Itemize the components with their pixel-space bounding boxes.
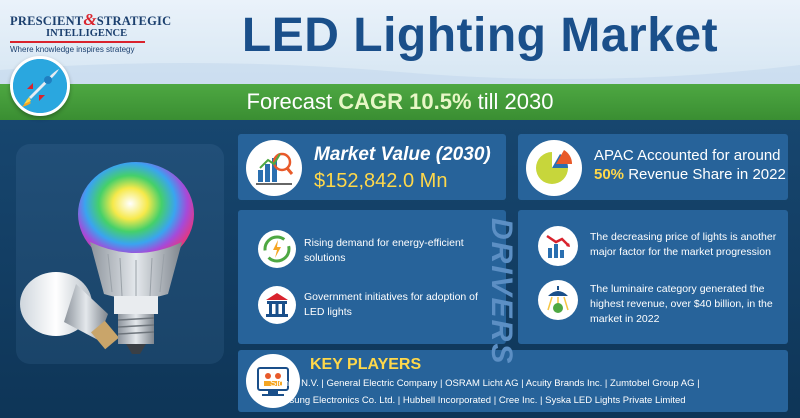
apac-share-card: APAC Accounted for around 50% Revenue Sh… — [518, 134, 788, 200]
market-value-label: Market Value (2030) — [314, 144, 491, 165]
brand-name-part-1: PRESCIENT — [10, 14, 84, 28]
drivers-heading: DRIVERS — [485, 218, 518, 366]
drivers-right-card: The decreasing price of lights is anothe… — [518, 210, 788, 344]
apac-line1: APAC Accounted for around — [594, 147, 781, 164]
header-banner: PRESCIENT&STRATEGIC INTELLIGENCE Where k… — [0, 0, 800, 84]
price-decrease-icon — [538, 226, 578, 266]
pie-chart-icon — [526, 140, 582, 196]
brand-name-line2: INTELLIGENCE — [46, 28, 128, 39]
driver-item-1: Rising demand for energy-efficient solut… — [304, 237, 464, 264]
brand-tagline: Where knowledge inspires strategy — [10, 45, 135, 54]
government-building-icon — [258, 286, 296, 324]
market-value-icon — [246, 140, 302, 196]
energy-cycle-icon — [258, 230, 296, 268]
driver-item-2: Government initiatives for adoption of L… — [304, 291, 478, 318]
market-value-amount: $152,842.0 Mn — [314, 170, 448, 192]
header-wave-decoration — [0, 62, 800, 84]
apac-line2: Revenue Share in 2022 — [624, 166, 786, 183]
led-bulb-illustration — [16, 144, 224, 364]
brand-name-line1: PRESCIENT&STRATEGIC — [10, 10, 171, 30]
brand-logo: PRESCIENT&STRATEGIC INTELLIGENCE Where k… — [10, 10, 171, 60]
driver-item-3: The decreasing price of lights is anothe… — [590, 231, 777, 258]
driver-item-4: The luminaire category generated the hig… — [590, 283, 773, 325]
key-players-line1: Signify N.V. | General Electric Company … — [270, 378, 700, 389]
apac-share-text: APAC Accounted for around 50% Revenue Sh… — [594, 146, 786, 184]
drivers-left-card: Rising demand for energy-efficient solut… — [238, 210, 506, 344]
forecast-cagr: CAGR 10.5% — [338, 89, 472, 114]
forecast-prefix: Forecast — [246, 89, 339, 114]
luminaire-revenue-icon — [538, 280, 578, 320]
key-players-icon — [246, 354, 300, 408]
key-players-card: KEY PLAYERS Signify N.V. | General Elect… — [238, 350, 788, 412]
brand-divider — [10, 41, 145, 43]
rocket-icon — [10, 56, 70, 116]
key-players-title: KEY PLAYERS — [310, 356, 422, 373]
apac-highlight: 50% — [594, 166, 625, 183]
market-value-card: Market Value (2030) $152,842.0 Mn — [238, 134, 506, 200]
forecast-banner: Forecast CAGR 10.5% till 2030 — [0, 84, 800, 120]
key-players-line2: Samsung Electronics Co. Ltd. | Hubbell I… — [270, 395, 686, 406]
brand-ampersand: & — [83, 10, 97, 29]
brand-name-part-2: STRATEGIC — [96, 14, 172, 28]
page-title: LED Lighting Market — [241, 9, 719, 62]
forecast-suffix: till 2030 — [471, 89, 554, 114]
